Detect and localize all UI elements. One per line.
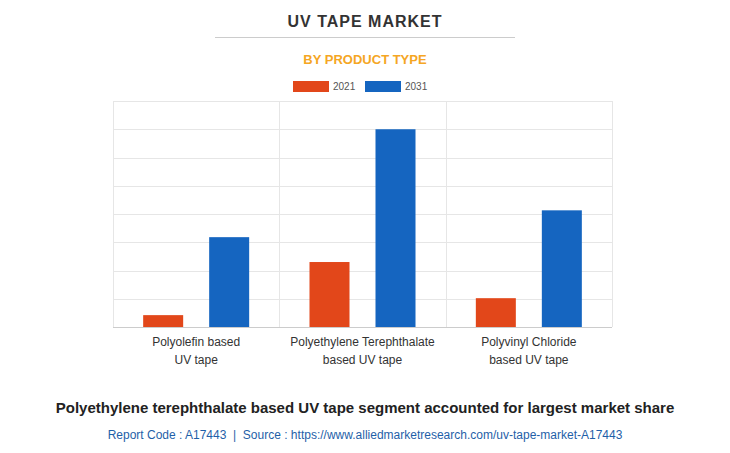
legend-label: 2031 — [405, 81, 428, 92]
x-tick-line: based UV tape — [323, 353, 403, 367]
bar — [542, 210, 582, 327]
grid-line — [113, 158, 612, 159]
grid-line — [113, 242, 612, 243]
bar — [476, 298, 516, 327]
category-divider — [612, 101, 613, 327]
caption: Polyethylene terephthalate based UV tape… — [56, 399, 675, 416]
legend-swatch — [365, 81, 401, 92]
grid-line — [113, 186, 612, 187]
category-divider — [279, 101, 280, 327]
x-tick-line: Polyolefin based — [152, 335, 240, 349]
x-tick-line: based UV tape — [489, 353, 569, 367]
x-tick-label: Polyolefin based UV tape — [152, 335, 240, 367]
grid-line — [113, 271, 612, 272]
title: UV TAPE MARKET — [287, 13, 442, 30]
x-tick-line: UV tape — [174, 353, 218, 367]
x-tick-line: Polyethylene Terephthalate — [290, 335, 435, 349]
grid-line — [113, 129, 612, 130]
bar — [310, 262, 350, 327]
grid-line — [113, 327, 612, 328]
bar — [143, 315, 183, 327]
bars — [143, 129, 582, 327]
legend-label: 2021 — [333, 81, 356, 92]
grid-line — [113, 214, 612, 215]
legend-swatch — [293, 81, 329, 92]
bar — [376, 129, 416, 327]
grid-line — [113, 101, 612, 102]
background — [0, 0, 730, 453]
grid-line — [113, 299, 612, 300]
title-rule — [215, 37, 515, 38]
x-tick-label: Polyvinyl Chloride based UV tape — [481, 335, 577, 367]
chart: UV TAPE MARKET BY PRODUCT TYPE 2021 2031 Pol… — [0, 0, 730, 453]
source: Report Code : A17443 | Source : https://… — [108, 428, 623, 442]
category-divider — [446, 101, 447, 327]
bar — [209, 237, 249, 327]
category-divider — [113, 101, 114, 327]
subtitle: BY PRODUCT TYPE — [303, 52, 427, 67]
x-tick-label: Polyethylene Terephthalate based UV tape — [290, 335, 435, 367]
x-tick-line: Polyvinyl Chloride — [481, 335, 577, 349]
